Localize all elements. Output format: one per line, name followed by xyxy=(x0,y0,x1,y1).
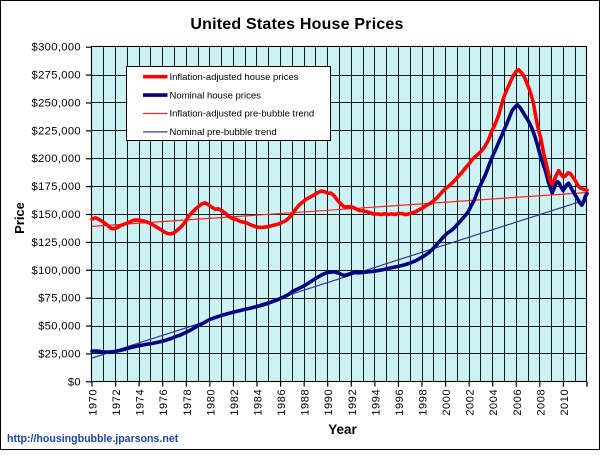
svg-text:1998: 1998 xyxy=(418,389,430,416)
svg-text:1970: 1970 xyxy=(88,389,100,416)
svg-text:1996: 1996 xyxy=(394,389,406,416)
svg-text:$150,000: $150,000 xyxy=(32,209,81,221)
svg-text:$250,000: $250,000 xyxy=(32,97,81,109)
svg-text:Nominal house prices: Nominal house prices xyxy=(170,90,262,101)
svg-text:$75,000: $75,000 xyxy=(38,293,81,305)
svg-text:$200,000: $200,000 xyxy=(32,153,81,165)
svg-text:$300,000: $300,000 xyxy=(32,42,81,54)
svg-text:1988: 1988 xyxy=(300,389,312,416)
svg-text:1986: 1986 xyxy=(276,389,288,416)
svg-text:1994: 1994 xyxy=(370,389,382,416)
svg-text:$125,000: $125,000 xyxy=(32,237,81,249)
svg-text:1978: 1978 xyxy=(182,389,194,416)
svg-text:1980: 1980 xyxy=(205,389,217,416)
svg-text:2004: 2004 xyxy=(488,389,500,416)
svg-text:$0: $0 xyxy=(68,376,81,388)
svg-text:2006: 2006 xyxy=(512,389,524,416)
svg-text:Inflation-adjusted house price: Inflation-adjusted house prices xyxy=(170,72,299,83)
svg-text:1974: 1974 xyxy=(135,389,147,416)
svg-text:http://housingbubble.jparsons.: http://housingbubble.jparsons.net xyxy=(7,433,179,445)
svg-text:$25,000: $25,000 xyxy=(38,348,81,360)
svg-text:2010: 2010 xyxy=(559,389,571,416)
svg-text:Price: Price xyxy=(12,202,27,234)
svg-text:1984: 1984 xyxy=(253,389,265,416)
svg-text:$275,000: $275,000 xyxy=(32,70,81,82)
svg-text:2000: 2000 xyxy=(441,389,453,416)
svg-text:1990: 1990 xyxy=(323,389,335,416)
svg-text:$100,000: $100,000 xyxy=(32,265,81,277)
svg-text:1992: 1992 xyxy=(347,389,359,416)
svg-text:1982: 1982 xyxy=(229,389,241,416)
svg-text:Year: Year xyxy=(328,422,357,437)
svg-text:United States House Prices: United States House Prices xyxy=(190,16,403,33)
svg-text:$50,000: $50,000 xyxy=(38,321,81,333)
svg-text:2008: 2008 xyxy=(535,389,547,416)
svg-text:Nominal pre-bubble trend: Nominal pre-bubble trend xyxy=(170,127,277,138)
svg-text:Inflation-adjusted pre-bubble: Inflation-adjusted pre-bubble trend xyxy=(170,109,315,120)
svg-text:$175,000: $175,000 xyxy=(32,181,81,193)
svg-text:2002: 2002 xyxy=(465,389,477,416)
svg-text:1972: 1972 xyxy=(111,389,123,416)
svg-text:$225,000: $225,000 xyxy=(32,125,81,137)
svg-text:1976: 1976 xyxy=(158,389,170,416)
